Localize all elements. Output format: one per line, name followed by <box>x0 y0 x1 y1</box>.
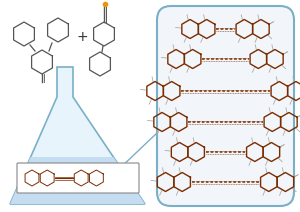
Text: +: + <box>76 30 88 44</box>
Polygon shape <box>10 157 145 204</box>
FancyBboxPatch shape <box>17 163 139 193</box>
Polygon shape <box>10 67 145 204</box>
FancyBboxPatch shape <box>157 6 294 206</box>
